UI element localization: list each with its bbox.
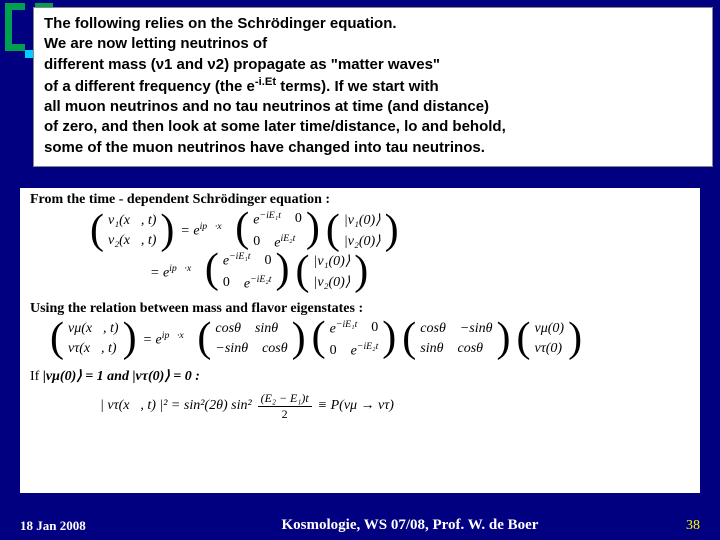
intro-line3c: 2) propagate as "matter waves"	[216, 56, 440, 73]
footer-title: Kosmologie, WS 07/08, Prof. W. de Boer	[170, 517, 650, 534]
equation-section-1: From the time - dependent Schrödinger eq…	[20, 188, 700, 297]
intro-line5: all muon neutrinos and no tau neutrinos …	[44, 98, 489, 115]
eq3-result: | ντ(x⃗, t) |² = sin²(2θ) sin² (E₂ − E₁)…	[100, 391, 690, 422]
footer-date: 18 Jan 2008	[20, 518, 170, 534]
intro-line7: some of the muon neutrinos have changed …	[44, 139, 485, 156]
equation-section-2: Using the relation between mass and flav…	[20, 297, 700, 364]
intro-line1: The following relies on the Schrödinger …	[44, 15, 397, 32]
eq-section1-title: From the time - dependent Schrödinger eq…	[30, 192, 690, 208]
intro-text-box: The following relies on the Schrödinger …	[33, 7, 713, 167]
intro-line3a: different mass (ν	[44, 56, 164, 73]
eq1-rhs-vector: ( |ν₁(0)⟩ |ν₂(0)⟩ )	[326, 212, 399, 250]
intro-line6: of zero, and then look at some later tim…	[44, 118, 506, 135]
intro-line3b: 1 and ν	[164, 56, 216, 73]
intro-line4a: of a different frequency (the e	[44, 78, 255, 95]
equation-panel: From the time - dependent Schrödinger eq…	[20, 188, 700, 493]
eq3-condition: If |νμ(0)⟩ = 1 and |ντ(0)⟩ = 0 :	[30, 368, 690, 385]
eq1-lhs-vector: ( ν₁(x⃗, t) ν₂(x⃗, t) )	[90, 212, 174, 250]
eq1-line2: = eip⃗·x⃗ ( e−iE₁t0 0e−iE₂t ) ( |ν₁(0)⟩ …	[150, 251, 690, 292]
eq2-line: ( νμ(x⃗, t) ντ(x⃗, t) ) = eip⃗·x⃗ ( cosθ…	[50, 319, 690, 360]
eq-section2-title: Using the relation between mass and flav…	[30, 301, 690, 317]
intro-paragraph: The following relies on the Schrödinger …	[44, 14, 702, 158]
intro-line4b: terms). If we start with	[276, 78, 439, 95]
eq1-m1: ( e−iE₁t0 0eiE₂t )	[235, 210, 320, 251]
slide-footer: 18 Jan 2008 Kosmologie, WS 07/08, Prof. …	[0, 517, 720, 534]
intro-line2: We are now letting neutrinos of	[44, 35, 267, 52]
equation-section-3: If |νμ(0)⟩ = 1 and |ντ(0)⟩ = 0 : | ντ(x⃗…	[20, 364, 700, 426]
eq1-line1: ( ν₁(x⃗, t) ν₂(x⃗, t) ) = eip⃗·x⃗ ( e−iE…	[90, 210, 690, 251]
intro-line4-exp: -i.Et	[255, 76, 276, 88]
footer-page-number: 38	[650, 518, 700, 534]
